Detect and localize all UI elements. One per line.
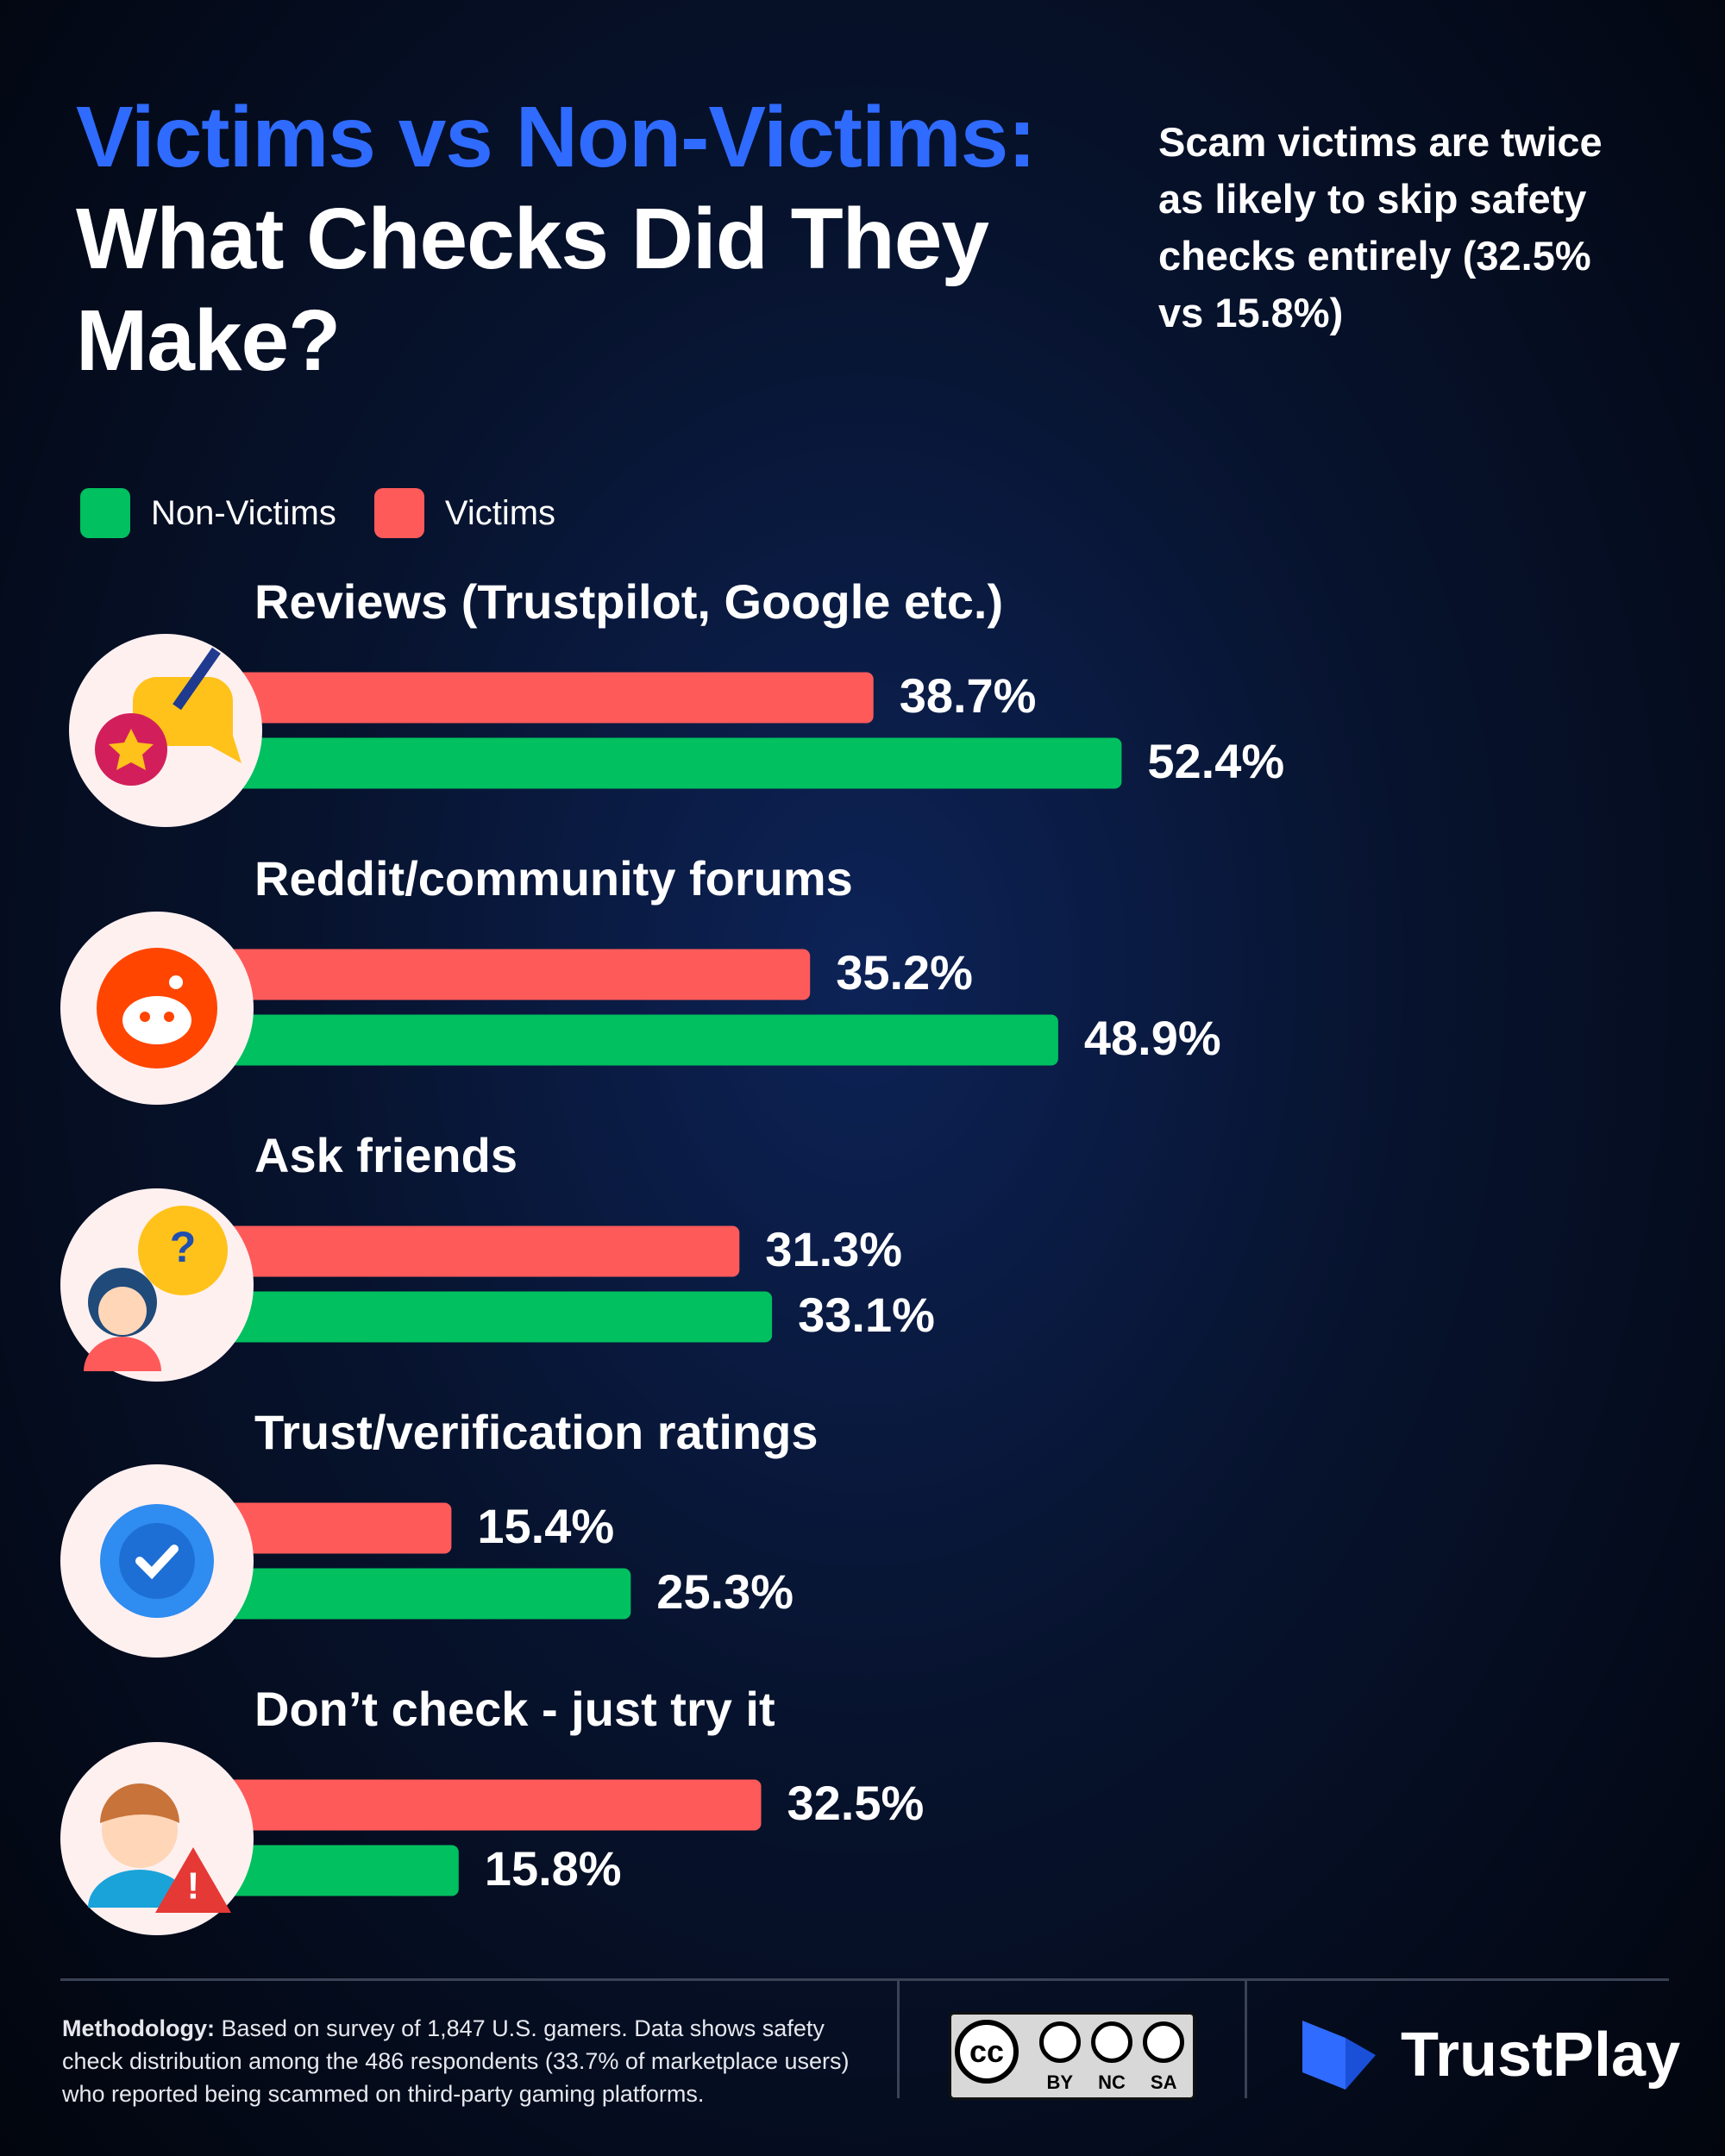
bar <box>172 1225 740 1277</box>
category-label: Reddit/community forums <box>254 851 853 906</box>
license-term: SA <box>1150 2071 1177 2093</box>
license-icon <box>1091 2021 1132 2063</box>
value-label: 33.1% <box>798 1288 935 1342</box>
divider <box>1245 1981 1247 2098</box>
bar <box>172 1568 631 1620</box>
brand-name: TrustPlay <box>1401 2021 1681 2090</box>
license-term: BY <box>1046 2071 1074 2093</box>
value-label: 31.3% <box>765 1222 902 1276</box>
value-label: 32.5% <box>787 1776 925 1830</box>
category-label: Reviews (Trustpilot, Google etc.) <box>254 574 1003 629</box>
title: Victims vs Non-Victims: What Checks Did … <box>76 86 1094 392</box>
icon-friends: ? <box>60 1188 254 1382</box>
icon-no-check: ! <box>60 1742 254 1935</box>
value-label: 25.3% <box>656 1564 794 1619</box>
bar <box>172 672 874 724</box>
brand: TrustPlay <box>1294 2012 1680 2098</box>
icon-reviews <box>69 634 262 827</box>
license-icons <box>1034 2021 1189 2063</box>
icon-reddit <box>60 912 254 1105</box>
annotation: Scam victims are twice as likely to skip… <box>1158 119 1603 335</box>
divider <box>897 1981 900 2098</box>
value-label: 35.2% <box>836 945 973 1000</box>
icons: ? ! <box>60 634 262 1935</box>
bar <box>172 1779 762 1831</box>
category-label: Don’t check - just try it <box>254 1682 775 1736</box>
legend-label: Victims <box>444 493 556 532</box>
brand-logo <box>1302 2021 1376 2090</box>
legend: Non-Victims Victims <box>80 487 593 539</box>
icon-verified <box>60 1464 254 1658</box>
legend-swatch <box>80 488 130 538</box>
methodology-label: Methodology: <box>62 2015 215 2041</box>
category-label: Trust/verification ratings <box>254 1405 819 1459</box>
title-highlight: Victims vs Non-Victims: <box>76 89 1037 185</box>
value-label: 38.7% <box>900 668 1037 723</box>
bar <box>172 949 811 1000</box>
svg-text:!: ! <box>187 1865 200 1908</box>
value-label: 15.8% <box>485 1841 622 1896</box>
svg-text:?: ? <box>170 1223 197 1271</box>
chart: Reviews (Trustpilot, Google etc.) 38.7% 52… <box>60 574 1284 1935</box>
bar <box>172 1291 773 1343</box>
methodology-text: Based on survey of 1,847 U.S. gamers. Da… <box>62 2015 850 2107</box>
license-icon <box>1143 2021 1184 2063</box>
bar <box>172 1014 1058 1066</box>
legend-label: Non-Victims <box>151 493 336 532</box>
license-symbol: cc <box>955 2020 1019 2084</box>
legend-item: Non-Victims <box>80 488 336 538</box>
bars: Reviews (Trustpilot, Google etc.) 38.7% 52… <box>172 574 1284 1896</box>
license-terms: BY NC SA <box>1034 2071 1189 2094</box>
legend-item: Victims <box>373 488 556 538</box>
title-rest: What Checks Did They Make? <box>76 191 989 389</box>
footer: Methodology: Based on survey of 1,847 U.… <box>60 1978 1680 2128</box>
license-icon <box>1039 2021 1081 2063</box>
license-term: NC <box>1098 2071 1126 2093</box>
value-label: 15.4% <box>477 1499 614 1553</box>
license-badge: cc BY NC SA <box>949 2012 1195 2100</box>
legend-swatch <box>373 488 424 538</box>
value-label: 48.9% <box>1084 1011 1221 1065</box>
methodology: Methodology: Based on survey of 1,847 U.… <box>62 2012 864 2110</box>
bar <box>172 737 1122 789</box>
category-label: Ask friends <box>254 1128 518 1182</box>
value-label: 52.4% <box>1147 734 1284 788</box>
